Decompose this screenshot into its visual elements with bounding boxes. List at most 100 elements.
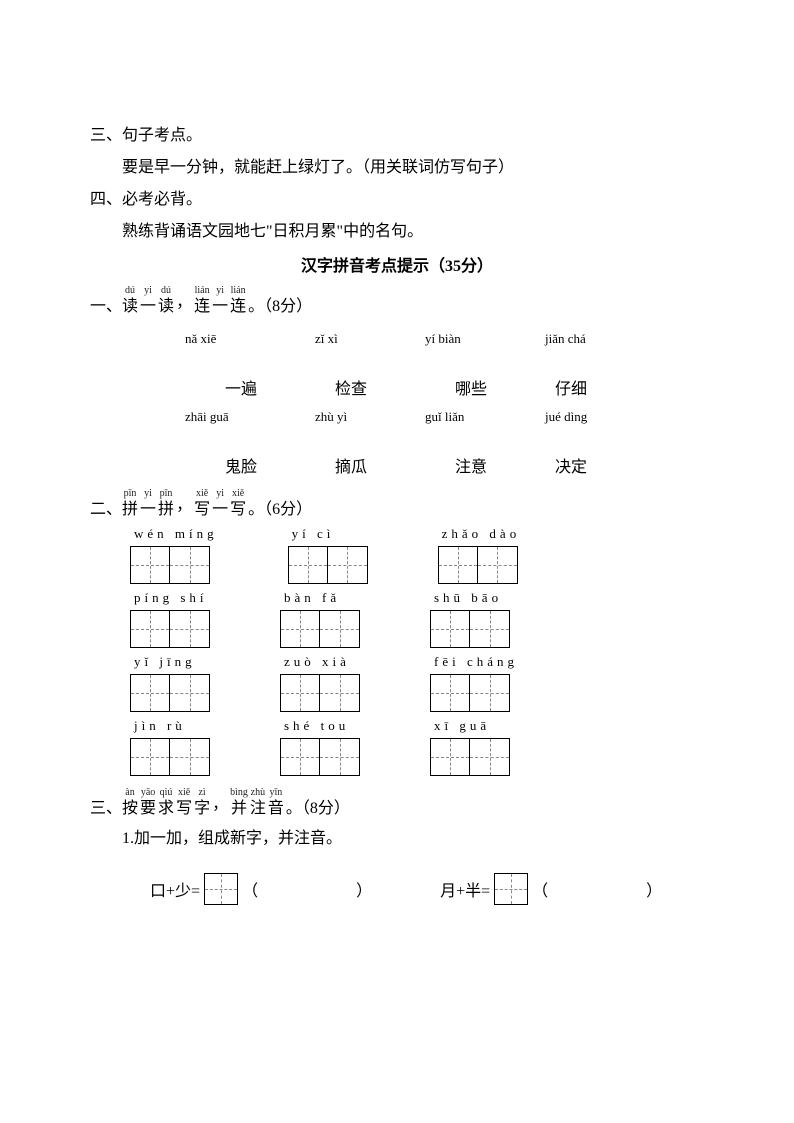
q1-pinyin-row-2: zhāi guā zhù yì guǐ liǎn jué dìng bbox=[90, 409, 704, 429]
grid-row: píng shí bàn fǎ shū bāo bbox=[90, 590, 704, 648]
pinyin-cell: nǎ xiē bbox=[185, 331, 216, 347]
grid-item: zhǎo dào bbox=[438, 526, 521, 584]
section3-heading: 三、句子考点。 bbox=[90, 120, 704, 152]
q3-suffix: 。（8分） bbox=[286, 787, 350, 819]
ruby-char: xiě写 bbox=[194, 488, 210, 520]
writing-grid[interactable] bbox=[130, 674, 210, 712]
ruby-char: lián连 bbox=[194, 285, 210, 317]
writing-grid[interactable] bbox=[280, 738, 360, 776]
pinyin-cell: guǐ liǎn bbox=[425, 409, 464, 425]
grid-pinyin-label: píng shí bbox=[130, 590, 208, 606]
ruby-char: ， bbox=[176, 281, 192, 313]
q1-heading: 一、 dú读yi一dú读，lián连yi一lián连 。（8分） bbox=[90, 280, 704, 317]
writing-grid[interactable] bbox=[430, 610, 510, 648]
grid-item: jìn rù bbox=[130, 718, 210, 776]
ruby-char: yi一 bbox=[212, 488, 228, 520]
section3-body: 要是早一分钟，就能赶上绿灯了。（用关联词仿写句子） bbox=[90, 152, 704, 184]
q1-prefix: 一、 bbox=[90, 285, 122, 317]
grid-item: shé tou bbox=[280, 718, 360, 776]
ruby-char: xiě写 bbox=[176, 787, 192, 819]
q3-sub1: 1.加一加，组成新字，并注音。 bbox=[90, 823, 704, 855]
ruby-char: zì字 bbox=[194, 787, 210, 819]
writing-grid[interactable] bbox=[430, 738, 510, 776]
q1-word-row-1: 一遍检查哪些仔细 bbox=[90, 375, 704, 395]
writing-grid[interactable] bbox=[280, 610, 360, 648]
paren-close: ） bbox=[356, 877, 372, 901]
word-cell: 检查 bbox=[335, 375, 367, 399]
grid-pinyin-label: shū bāo bbox=[430, 590, 502, 606]
ruby-char: yi一 bbox=[140, 488, 156, 520]
grid-pinyin-label: fēi cháng bbox=[430, 654, 518, 670]
grid-item: xī guā bbox=[430, 718, 510, 776]
grid-pinyin-label: wén míng bbox=[130, 526, 218, 542]
grid-row: yǐ jīng zuò xià fēi cháng bbox=[90, 654, 704, 712]
ruby-char: qiú求 bbox=[158, 787, 174, 819]
q3-heading: 三、 àn按yāo要qiú求xiě写zì字，bìng并zhù注yīn音 。（8分… bbox=[90, 782, 704, 819]
grid-item: fēi cháng bbox=[430, 654, 518, 712]
pinyin-cell: zhāi guā bbox=[185, 409, 229, 425]
ruby-char: zhù注 bbox=[250, 787, 266, 819]
writing-grid[interactable] bbox=[430, 674, 510, 712]
word-cell: 一遍 bbox=[225, 375, 257, 399]
ruby-char: yi一 bbox=[212, 285, 228, 317]
grid-row: jìn rù shé tou xī guā bbox=[90, 718, 704, 776]
word-cell: 鬼脸 bbox=[225, 453, 257, 477]
grid-row: wén míng yí cì zhǎo dào bbox=[90, 526, 704, 584]
ruby-char: dú读 bbox=[158, 285, 174, 317]
grid-item: bàn fǎ bbox=[280, 590, 360, 648]
grid-pinyin-label: bàn fǎ bbox=[280, 590, 340, 606]
ruby-char: yīn音 bbox=[268, 787, 284, 819]
pinyin-cell: jiǎn chá bbox=[545, 331, 586, 347]
ruby-char: dú读 bbox=[122, 285, 138, 317]
grid-pinyin-label: zhǎo dào bbox=[438, 526, 521, 542]
ruby-char: ， bbox=[212, 783, 228, 815]
ruby-char: ， bbox=[176, 484, 192, 516]
grid-item: yǐ jīng bbox=[130, 654, 210, 712]
writing-grid[interactable] bbox=[438, 546, 518, 584]
word-cell: 摘瓜 bbox=[335, 453, 367, 477]
writing-cell[interactable] bbox=[494, 873, 528, 905]
q2-heading: 二、 pīn拼yi一pīn拼，xiě写yi一xiě写 。（6分） bbox=[90, 483, 704, 520]
section4-body: 熟练背诵语文园地七"日积月累"中的名句。 bbox=[90, 216, 704, 248]
q1-pinyin-row-1: nǎ xiēzǐ xìyí biànjiǎn chá bbox=[90, 331, 704, 351]
ruby-char: pīn拼 bbox=[122, 488, 138, 520]
grid-pinyin-label: xī guā bbox=[430, 718, 490, 734]
pinyin-cell: zhù yì bbox=[315, 409, 347, 425]
paren-open: （ bbox=[242, 877, 258, 901]
grid-item: shū bāo bbox=[430, 590, 510, 648]
q2-grid: wén míng yí cì zhǎo dào píng shí bàn fǎ shū b… bbox=[90, 526, 704, 776]
grid-pinyin-label: shé tou bbox=[280, 718, 349, 734]
word-cell: 注意 bbox=[455, 453, 487, 477]
grid-pinyin-label: jìn rù bbox=[130, 718, 186, 734]
writing-grid[interactable] bbox=[130, 610, 210, 648]
pinyin-cell: zǐ xì bbox=[315, 331, 338, 347]
q3-parts-row: 口+少= （ ） 月+半= （ ） bbox=[90, 873, 704, 905]
grid-pinyin-label: zuò xià bbox=[280, 654, 350, 670]
grid-pinyin-label: yí cì bbox=[288, 526, 335, 542]
word-cell: 仔细 bbox=[555, 375, 587, 399]
section4-heading: 四、必考必背。 bbox=[90, 184, 704, 216]
q3-prefix: 三、 bbox=[90, 787, 122, 819]
q2-suffix: 。（6分） bbox=[248, 488, 312, 520]
writing-grid[interactable] bbox=[130, 546, 210, 584]
ruby-char: yāo要 bbox=[140, 787, 156, 819]
writing-cell[interactable] bbox=[204, 873, 238, 905]
word-cell: 决定 bbox=[555, 453, 587, 477]
paren-close: ） bbox=[646, 877, 662, 901]
grid-item: zuò xià bbox=[280, 654, 360, 712]
grid-item: yí cì bbox=[288, 526, 368, 584]
q3-part2-left: 月+半= bbox=[440, 877, 490, 901]
main-title: 汉字拼音考点提示（35分） bbox=[90, 252, 704, 276]
q1-suffix: 。（8分） bbox=[248, 285, 312, 317]
q2-prefix: 二、 bbox=[90, 488, 122, 520]
pinyin-cell: jué dìng bbox=[545, 409, 587, 425]
writing-grid[interactable] bbox=[280, 674, 360, 712]
q3-part1-left: 口+少= bbox=[150, 877, 200, 901]
q1-word-row-2: 鬼脸摘瓜注意决定 bbox=[90, 453, 704, 473]
ruby-char: bìng并 bbox=[230, 787, 248, 819]
ruby-char: xiě写 bbox=[230, 488, 246, 520]
writing-grid[interactable] bbox=[288, 546, 368, 584]
grid-item: píng shí bbox=[130, 590, 210, 648]
writing-grid[interactable] bbox=[130, 738, 210, 776]
ruby-char: pīn拼 bbox=[158, 488, 174, 520]
